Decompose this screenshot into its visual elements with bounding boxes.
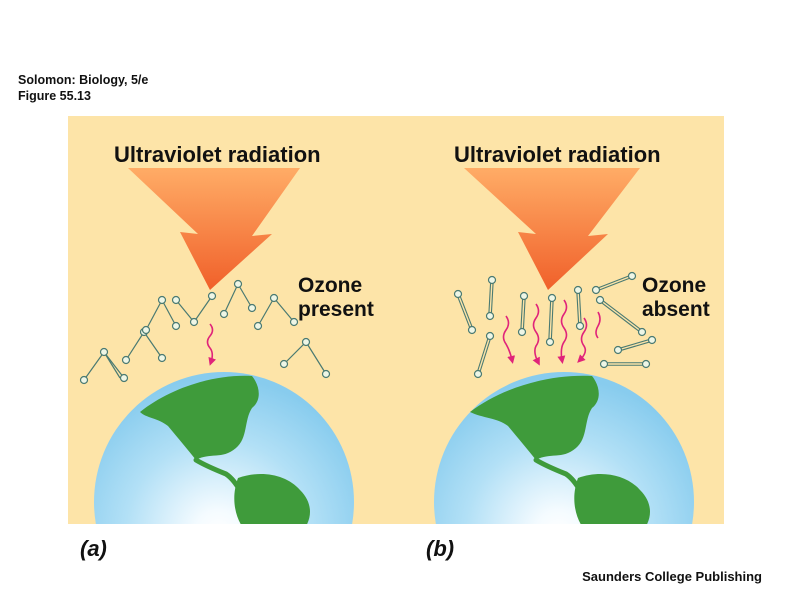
ozone-label-b: Ozone absent bbox=[642, 274, 710, 322]
subfigure-label-b: (b) bbox=[426, 536, 455, 561]
ozone-label-a-line2: present bbox=[298, 298, 374, 321]
uv-rays-b bbox=[502, 299, 601, 366]
ozone-label-a: Ozone present bbox=[298, 274, 374, 322]
ozone-molecules-b bbox=[456, 274, 654, 376]
subfigure-label-a: (a) bbox=[80, 536, 107, 561]
ozone-molecules-a bbox=[83, 282, 327, 381]
ozone-label-b-line2: absent bbox=[642, 298, 710, 321]
uv-ray-a bbox=[206, 323, 217, 366]
ozone-label-a-line1: Ozone bbox=[298, 274, 363, 297]
uv-title-b: Ultraviolet radiation bbox=[454, 142, 661, 167]
uv-arrow-a bbox=[128, 168, 300, 290]
figure-number: Figure 55.13 bbox=[18, 89, 91, 103]
earth-a bbox=[94, 372, 354, 524]
ozone-molecules-b-inner bbox=[457, 275, 653, 375]
publisher-credit: Saunders College Publishing bbox=[582, 569, 762, 584]
earth-b bbox=[434, 372, 694, 524]
uv-title-a: Ultraviolet radiation bbox=[114, 142, 321, 167]
figure-source: Solomon: Biology, 5/e Figure 55.13 bbox=[18, 72, 148, 104]
ozone-label-b-line1: Ozone bbox=[642, 274, 707, 297]
uv-arrow-b bbox=[464, 168, 640, 290]
book-title: Solomon: Biology, 5/e bbox=[18, 73, 149, 87]
ozone-atoms-b bbox=[453, 271, 657, 379]
ozone-atoms-a bbox=[79, 279, 331, 385]
